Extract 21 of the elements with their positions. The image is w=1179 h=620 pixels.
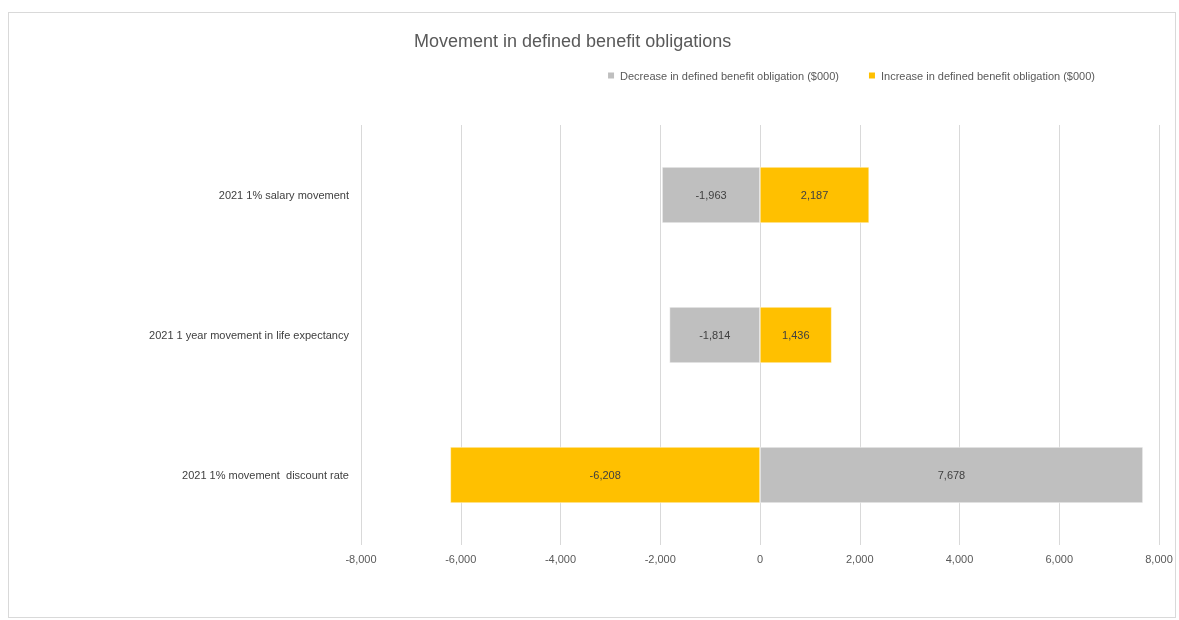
y-tick-label: 2021 1 year movement in life expectancy: [149, 329, 350, 341]
data-label: -1,963: [695, 189, 727, 201]
x-tick-label: -6,000: [445, 552, 477, 565]
data-label: 7,678: [937, 469, 966, 481]
x-tick-label: 4,000: [945, 552, 974, 565]
legend-label: Increase in defined benefit obligation ($000): [880, 69, 1096, 82]
chart-title: Movement in defined benefit obligations: [414, 31, 732, 51]
x-tick-label: 0: [756, 552, 764, 565]
data-label: 1,436: [782, 329, 810, 341]
data-label: 2,187: [800, 189, 829, 201]
x-tick-label: 6,000: [1045, 552, 1074, 565]
data-label: -6,208: [589, 469, 621, 481]
x-tick-label: 8,000: [1145, 552, 1173, 565]
legend-label: Decrease in defined benefit obligation ($000): [620, 69, 839, 82]
x-tick-label: 2,000: [845, 552, 874, 565]
y-tick-label: 2021 1% salary movement: [218, 189, 349, 201]
x-tick-label: -8,000: [345, 552, 377, 565]
data-label: -1,814: [699, 329, 731, 341]
x-tick-label: -4,000: [544, 552, 577, 565]
y-tick-label: 2021 1% movement discount rate: [182, 469, 349, 481]
x-tick-label: -2,000: [644, 552, 676, 565]
